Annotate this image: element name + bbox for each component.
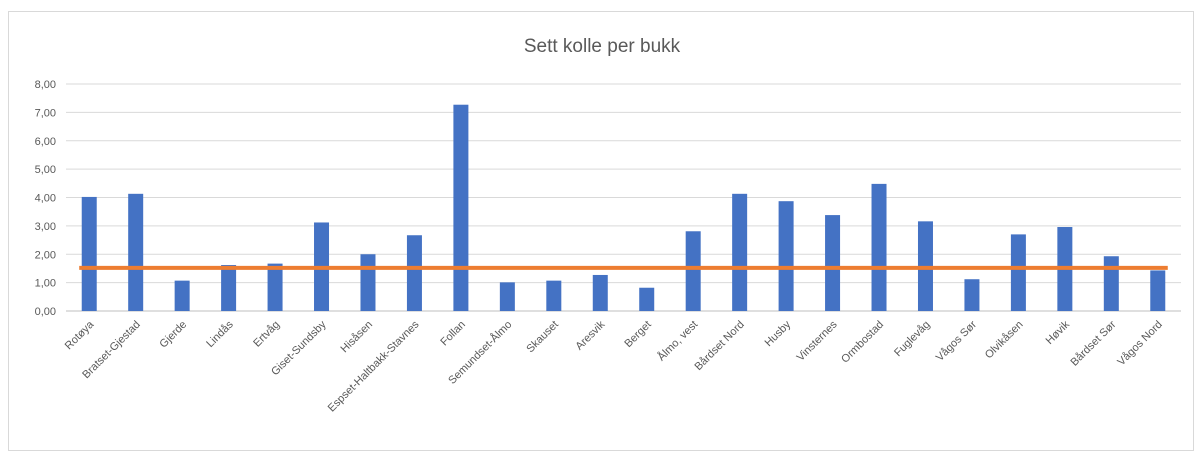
chart-frame: Sett kolle per bukk 0,00 1,00 2,00 3,00 4,00…	[8, 11, 1194, 451]
y-tick-label: 4,00	[35, 193, 56, 205]
x-tick-label: Espset-Haltbakk-Stavnes	[326, 318, 422, 414]
gridlines	[66, 83, 1181, 312]
x-tick-label: Skauset	[524, 319, 561, 356]
bar	[592, 274, 608, 311]
bar	[546, 280, 562, 311]
bar	[825, 215, 841, 311]
y-tick-label: 0,00	[35, 306, 56, 318]
x-tick-label: Bårdset Nord	[692, 319, 746, 373]
x-tick-label: Vågos Sør	[934, 318, 979, 363]
bar-series	[81, 104, 1166, 312]
x-tick-label: Rotøya	[63, 318, 97, 352]
x-tick-label: Ertvåg	[251, 319, 282, 350]
y-tick-label: 8,00	[35, 79, 56, 91]
bar	[778, 201, 794, 311]
y-tick-label: 5,00	[35, 164, 56, 176]
x-tick-label: Gjerde	[157, 319, 189, 351]
bar	[453, 104, 469, 312]
y-tick-label: 7,00	[35, 107, 56, 119]
bar	[1010, 234, 1026, 311]
bar	[639, 287, 655, 311]
bar-chart: Sett kolle per bukk 0,00 1,00 2,00 3,00 4,00…	[35, 36, 1181, 415]
x-tick-label: Lindås	[204, 318, 236, 350]
bar	[81, 196, 97, 311]
y-tick-label: 6,00	[35, 136, 56, 148]
x-tick-label: Berget	[622, 319, 653, 350]
bar	[406, 235, 422, 311]
bar	[685, 231, 701, 311]
bar	[1103, 256, 1119, 311]
x-tick-label: Olvikåsen	[983, 319, 1026, 362]
x-tick-label: Aresvik	[573, 318, 607, 352]
x-tick-label: Vinsternes	[795, 318, 840, 363]
bar	[499, 282, 515, 311]
x-tick-label: Husby	[763, 318, 794, 349]
bar	[1150, 270, 1166, 311]
bar	[221, 265, 237, 311]
bar	[871, 183, 887, 311]
y-tick-label: 2,00	[35, 249, 56, 261]
x-tick-label: Hisåsen	[339, 319, 376, 356]
bar	[267, 263, 283, 311]
x-tick-label: Vågos Nord	[1115, 319, 1165, 369]
x-tick-label: Ormbostad	[839, 319, 886, 366]
y-tick-label: 1,00	[35, 278, 56, 290]
y-tick-label: 3,00	[35, 221, 56, 233]
x-tick-label: Høvik	[1044, 318, 1073, 347]
chart-title: Sett kolle per bukk	[524, 36, 681, 57]
bar	[964, 279, 980, 311]
x-tick-label: Fuglevåg	[892, 319, 932, 359]
y-axis: 0,00 1,00 2,00 3,00 4,00 5,00 6,00 7,00 8,00	[35, 79, 56, 318]
x-tick-label: Follan	[438, 319, 468, 349]
bar	[174, 280, 190, 311]
bar	[128, 193, 144, 311]
bar	[360, 254, 376, 311]
x-tick-label: Bårdset Sør	[1068, 318, 1118, 368]
x-tick-label: Ålmo, vest	[655, 318, 701, 364]
bar	[732, 193, 748, 311]
